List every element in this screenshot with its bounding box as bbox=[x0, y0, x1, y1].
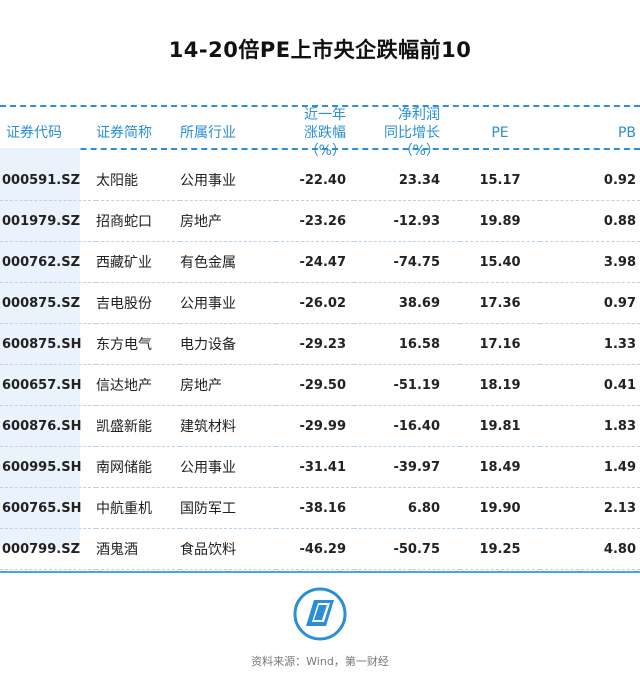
cell-change: -24.47 bbox=[276, 241, 354, 283]
cell-pe: 18.19 bbox=[460, 364, 540, 406]
cell-change: -46.29 bbox=[276, 528, 354, 570]
cell-profit: -12.93 bbox=[354, 200, 460, 242]
cell-pb: 1.83 bbox=[540, 405, 640, 447]
cell-industry: 有色金属 bbox=[180, 241, 276, 283]
cell-profit: 6.80 bbox=[354, 487, 460, 529]
cell-industry: 电力设备 bbox=[180, 323, 276, 365]
header-code: 证券代码 bbox=[6, 125, 62, 141]
cell-industry: 公用事业 bbox=[180, 160, 276, 201]
cell-pe: 19.89 bbox=[460, 200, 540, 242]
cell-profit: -74.75 bbox=[354, 241, 460, 283]
table-row: 600876.SH 凯盛新能 建筑材料 -29.99 -16.40 19.81 1.83 bbox=[0, 405, 640, 447]
cell-code: 600875.SH bbox=[0, 323, 96, 365]
cell-change: -38.16 bbox=[276, 487, 354, 529]
cell-name: 吉电股份 bbox=[96, 282, 180, 324]
cell-change: -31.41 bbox=[276, 446, 354, 488]
cell-industry: 国防军工 bbox=[180, 487, 276, 529]
header-name: 证券简称 bbox=[96, 125, 152, 141]
cell-industry: 食品饮料 bbox=[180, 528, 276, 570]
yicai-logo-icon bbox=[293, 587, 347, 641]
cell-pe: 19.25 bbox=[460, 528, 540, 570]
table-row: 000591.SZ 太阳能 公用事业 -22.40 23.34 15.17 0.92 bbox=[0, 160, 640, 201]
cell-profit: -50.75 bbox=[354, 528, 460, 570]
cell-name: 太阳能 bbox=[96, 160, 180, 201]
cell-code: 000591.SZ bbox=[0, 160, 96, 201]
header-profit-line1: 净利润 bbox=[398, 107, 440, 123]
header-profit-line2: 同比增长（%） bbox=[384, 125, 440, 159]
page-title: 14-20倍PE上市央企跌幅前10 bbox=[168, 38, 472, 62]
stock-table: 证券代码 证券简称 所属行业 近一年 涨跌幅（%） 净利润 同比增长（%） PE… bbox=[0, 106, 640, 570]
table-row: 000762.SZ 西藏矿业 有色金属 -24.47 -74.75 15.40 3.98 bbox=[0, 241, 640, 283]
table-row: 000875.SZ 吉电股份 公用事业 -26.02 38.69 17.36 0.97 bbox=[0, 282, 640, 324]
table-row: 600657.SH 信达地产 房地产 -29.50 -51.19 18.19 0.41 bbox=[0, 364, 640, 406]
cell-pe: 17.36 bbox=[460, 282, 540, 324]
cell-profit: 23.34 bbox=[354, 160, 460, 201]
header-industry: 所属行业 bbox=[180, 125, 236, 141]
cell-industry: 公用事业 bbox=[180, 282, 276, 324]
header-profit: 净利润 同比增长（%） bbox=[354, 106, 460, 160]
cell-name: 东方电气 bbox=[96, 323, 180, 365]
cell-pe: 19.81 bbox=[460, 405, 540, 447]
table-row: 600995.SH 南网储能 公用事业 -31.41 -39.97 18.49 1.49 bbox=[0, 446, 640, 488]
cell-code: 600995.SH bbox=[0, 446, 96, 488]
cell-name: 招商蛇口 bbox=[96, 200, 180, 242]
table-row: 600875.SH 东方电气 电力设备 -29.23 16.58 17.16 1.33 bbox=[0, 323, 640, 365]
table-row: 000799.SZ 酒鬼酒 食品饮料 -46.29 -50.75 19.25 4.80 bbox=[0, 528, 640, 570]
cell-pe: 19.90 bbox=[460, 487, 540, 529]
cell-industry: 房地产 bbox=[180, 200, 276, 242]
header-top-divider bbox=[0, 105, 640, 107]
cell-pe: 15.40 bbox=[460, 241, 540, 283]
header-pe: PE bbox=[491, 125, 509, 141]
footer-divider bbox=[0, 571, 640, 573]
cell-code: 600657.SH bbox=[0, 364, 96, 406]
cell-industry: 房地产 bbox=[180, 364, 276, 406]
cell-pb: 0.88 bbox=[540, 200, 640, 242]
cell-pb: 0.97 bbox=[540, 282, 640, 324]
cell-change: -29.50 bbox=[276, 364, 354, 406]
header-change-line1: 近一年 bbox=[304, 107, 346, 123]
cell-pe: 15.17 bbox=[460, 160, 540, 201]
header-change: 近一年 涨跌幅（%） bbox=[276, 106, 354, 160]
table-row: 600765.SH 中航重机 国防军工 -38.16 6.80 19.90 2.13 bbox=[0, 487, 640, 529]
cell-code: 000762.SZ bbox=[0, 241, 96, 283]
cell-name: 南网储能 bbox=[96, 446, 180, 488]
cell-profit: -51.19 bbox=[354, 364, 460, 406]
cell-pb: 4.80 bbox=[540, 528, 640, 570]
table-row: 001979.SZ 招商蛇口 房地产 -23.26 -12.93 19.89 0.88 bbox=[0, 200, 640, 242]
cell-name: 中航重机 bbox=[96, 487, 180, 529]
cell-name: 西藏矿业 bbox=[96, 241, 180, 283]
cell-code: 000875.SZ bbox=[0, 282, 96, 324]
cell-change: -29.23 bbox=[276, 323, 354, 365]
cell-name: 凯盛新能 bbox=[96, 405, 180, 447]
header-bottom-divider bbox=[0, 148, 640, 150]
cell-profit: 38.69 bbox=[354, 282, 460, 324]
cell-code: 600876.SH bbox=[0, 405, 96, 447]
header-change-line2: 涨跌幅（%） bbox=[304, 125, 346, 159]
cell-code: 001979.SZ bbox=[0, 200, 96, 242]
cell-name: 信达地产 bbox=[96, 364, 180, 406]
cell-pb: 1.49 bbox=[540, 446, 640, 488]
cell-name: 酒鬼酒 bbox=[96, 528, 180, 570]
cell-pe: 17.16 bbox=[460, 323, 540, 365]
cell-pb: 0.92 bbox=[540, 160, 640, 201]
cell-change: -22.40 bbox=[276, 160, 354, 201]
cell-change: -23.26 bbox=[276, 200, 354, 242]
cell-pb: 3.98 bbox=[540, 241, 640, 283]
cell-pb: 1.33 bbox=[540, 323, 640, 365]
source-note: 资料来源：Wind，第一财经 bbox=[251, 655, 389, 668]
cell-change: -26.02 bbox=[276, 282, 354, 324]
cell-industry: 建筑材料 bbox=[180, 405, 276, 447]
cell-change: -29.99 bbox=[276, 405, 354, 447]
cell-pb: 0.41 bbox=[540, 364, 640, 406]
header-pb: PB bbox=[617, 125, 636, 141]
cell-profit: 16.58 bbox=[354, 323, 460, 365]
cell-code: 600765.SH bbox=[0, 487, 96, 529]
cell-industry: 公用事业 bbox=[180, 446, 276, 488]
table-header-row: 证券代码 证券简称 所属行业 近一年 涨跌幅（%） 净利润 同比增长（%） PE… bbox=[0, 106, 640, 160]
cell-profit: -39.97 bbox=[354, 446, 460, 488]
cell-profit: -16.40 bbox=[354, 405, 460, 447]
cell-pe: 18.49 bbox=[460, 446, 540, 488]
cell-pb: 2.13 bbox=[540, 487, 640, 529]
cell-code: 000799.SZ bbox=[0, 528, 96, 570]
